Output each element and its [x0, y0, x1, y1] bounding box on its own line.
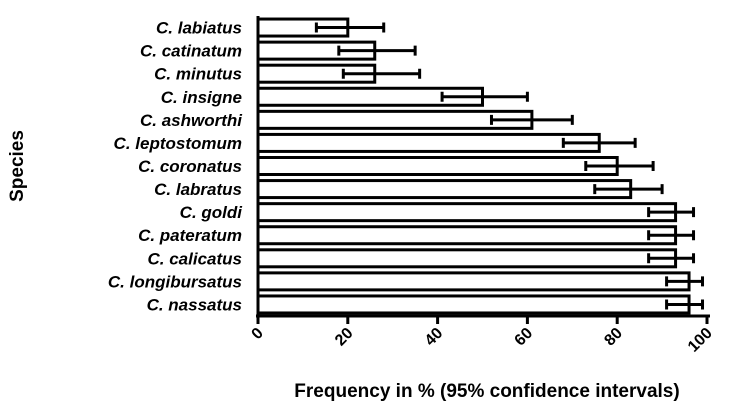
error-bar-c-ashworthi [489, 114, 574, 125]
error-bar-c-labiatus [314, 22, 386, 33]
x-tick-label: 80 [601, 325, 626, 350]
category-label-c-minutus: C. minutus [154, 65, 242, 84]
y-axis-title: Species [7, 130, 28, 202]
category-label-c-catinatum: C. catinatum [140, 42, 242, 61]
bar-c-leptostomum [256, 132, 601, 153]
category-label-c-labiatus: C. labiatus [156, 19, 242, 38]
error-bar-c-minutus [341, 68, 422, 79]
error-bar-c-coronatus [584, 161, 655, 171]
error-bar-c-nassatus [665, 299, 705, 310]
x-tick-labels: 0 20 40 60 80 100 [249, 325, 716, 356]
category-label-c-ashworthi: C. ashworthi [140, 111, 243, 130]
error-bar-c-labratus [593, 184, 664, 195]
category-label-c-nassatus: C. nassatus [147, 295, 242, 314]
category-label-c-calicatus: C. calicatus [148, 249, 243, 268]
bar-c-labratus [256, 179, 633, 200]
category-label-c-coronatus: C. coronatus [138, 157, 242, 176]
category-labels: C. labiatus C. catinatum C. minutus C. insi… [108, 19, 243, 315]
category-label-c-labratus: C. labratus [154, 180, 242, 199]
bar-c-coronatus [256, 156, 619, 176]
x-ticks [256, 316, 709, 324]
error-bars [314, 22, 705, 310]
x-tick-label: 100 [685, 325, 716, 356]
x-tick-label: 40 [422, 325, 447, 350]
category-label-c-pateratum: C. pateratum [138, 226, 242, 245]
category-label-c-insigne: C. insigne [161, 88, 242, 107]
error-bar-c-insigne [440, 91, 529, 102]
x-tick-label: 0 [249, 325, 267, 343]
error-bar-c-longibursatus [665, 276, 705, 287]
error-bar-c-pateratum [647, 230, 696, 241]
bar-c-longibursatus [256, 271, 691, 292]
bar-c-nassatus [256, 294, 691, 315]
bar-c-goldi [256, 202, 678, 223]
category-label-c-leptostomum: C. leptostomum [114, 134, 242, 153]
category-label-c-longibursatus: C. longibursatus [108, 272, 242, 291]
category-label-c-goldi: C. goldi [180, 203, 244, 222]
error-bar-c-catinatum [337, 45, 417, 56]
x-tick-label: 60 [512, 325, 537, 350]
error-bar-c-calicatus [647, 253, 696, 264]
bar-c-pateratum [256, 225, 678, 246]
bar-c-calicatus [256, 248, 678, 269]
x-axis-title: Frequency in % (95% confidence intervals… [294, 381, 679, 402]
error-bar-c-leptostomum [561, 137, 637, 148]
x-tick-label: 20 [332, 325, 357, 350]
error-bar-c-goldi [647, 207, 696, 218]
